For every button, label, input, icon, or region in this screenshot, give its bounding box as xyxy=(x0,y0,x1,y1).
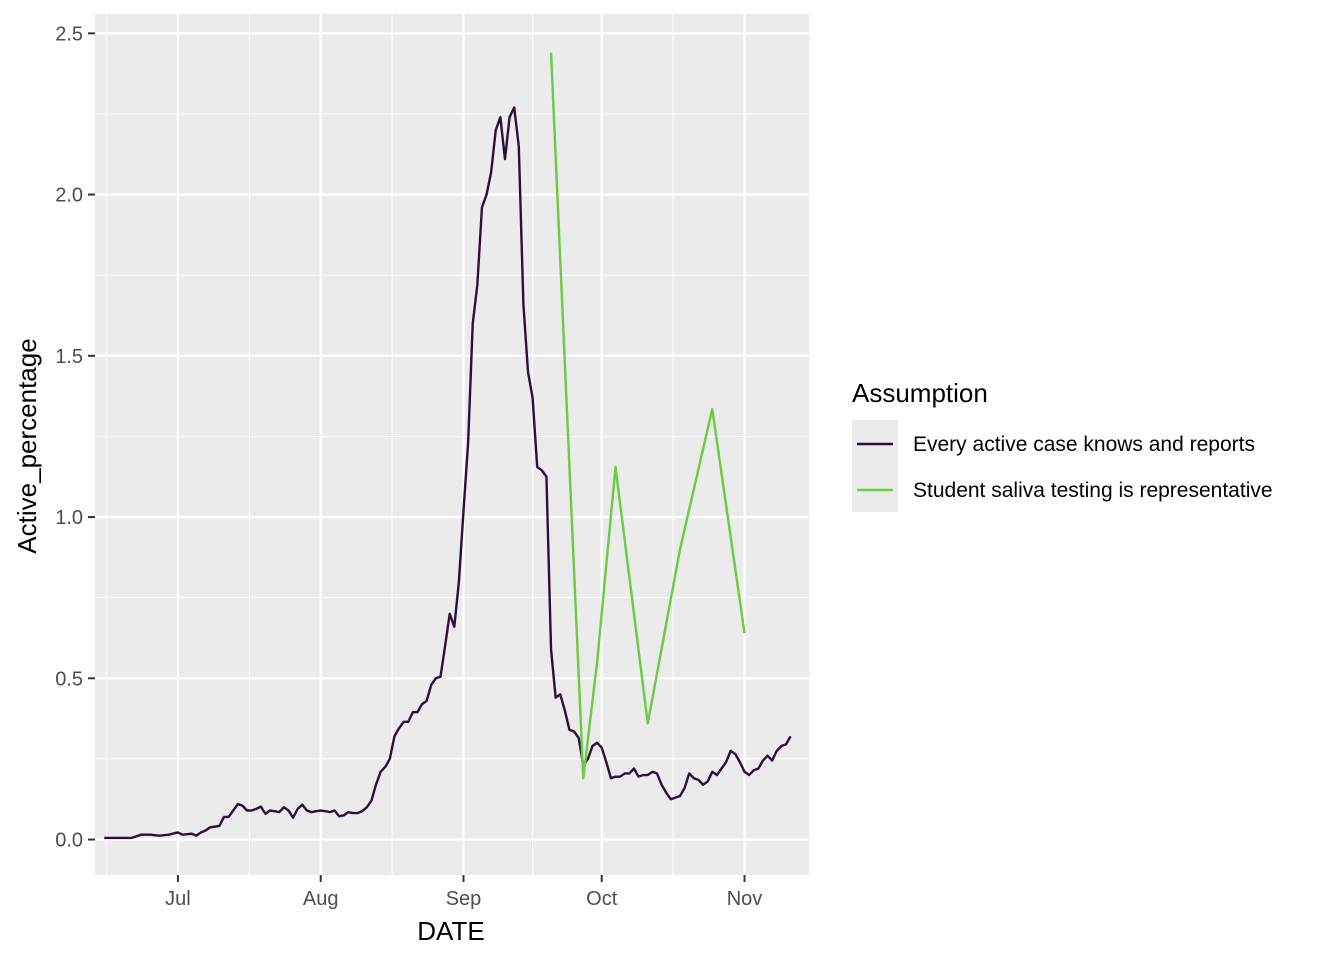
y-tick-label: 2.0 xyxy=(55,185,83,207)
legend-key-background xyxy=(852,420,898,512)
y-tick-label: 0.0 xyxy=(55,830,83,852)
legend-label-1: Every active case knows and reports xyxy=(913,433,1255,456)
x-tick-label: Aug xyxy=(303,888,339,910)
series-line-1 xyxy=(104,106,792,840)
y-axis: 0.0 0.5 1.0 1.5 2.0 2.5 xyxy=(55,23,95,852)
x-tick-label: Jul xyxy=(165,888,191,910)
legend-title: Assumption xyxy=(852,378,988,408)
plot-panel xyxy=(95,14,809,875)
x-axis-title: DATE xyxy=(417,916,484,946)
series-layer xyxy=(104,52,792,840)
minor-gridlines xyxy=(95,14,809,875)
major-gridlines xyxy=(95,14,809,875)
series-line-2 xyxy=(549,52,746,780)
x-tick-label: Nov xyxy=(727,888,763,910)
x-axis: Jul Aug Sep Oct Nov xyxy=(165,875,762,910)
y-tick-label: 1.5 xyxy=(55,346,83,368)
legend: Assumption Every active case knows and r… xyxy=(852,378,1273,512)
y-axis-title: Active_percentage xyxy=(12,338,42,553)
legend-label-2: Student saliva testing is representative xyxy=(913,479,1273,502)
x-tick-label: Sep xyxy=(446,888,482,910)
y-tick-label: 1.0 xyxy=(55,507,83,529)
y-tick-label: 0.5 xyxy=(55,668,83,690)
legend-items: Every active case knows and reports Stude… xyxy=(857,433,1273,502)
x-tick-label: Oct xyxy=(586,888,618,910)
y-tick-label: 2.5 xyxy=(55,23,83,45)
